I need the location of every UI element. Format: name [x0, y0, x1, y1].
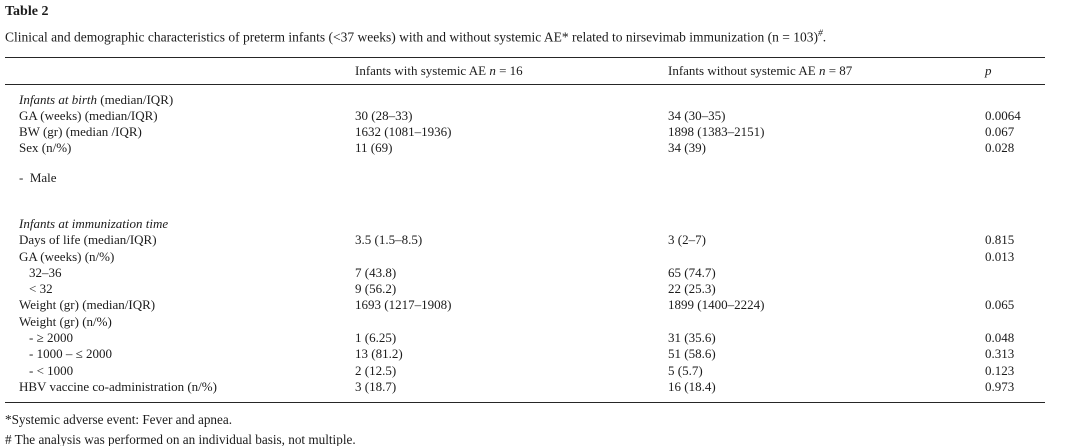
- value-with-ae: 1632 (1081–1936): [355, 124, 452, 140]
- section-row: Infants at immunization time: [5, 216, 1045, 232]
- value-with-ae: 13 (81.2): [355, 346, 403, 362]
- value-with-ae: [355, 314, 668, 330]
- value-without-ae: 34 (30–35): [668, 107, 726, 123]
- table-row: Sex (n/%) 11 (69) 34 (39) 0.028: [5, 140, 1045, 156]
- row-label: GA (weeks) (n/%): [19, 248, 115, 264]
- table-row: - ≥ 2000 1 (6.25) 31 (35.6) 0.048: [5, 330, 1045, 346]
- row-label: BW (gr) (median /IQR): [19, 124, 142, 140]
- table-caption: Clinical and demographic characteristics…: [5, 24, 1070, 47]
- spacer-row: [5, 157, 1045, 170]
- footnote-systemic-ae: *Systemic adverse event: Fever and apnea…: [5, 412, 233, 428]
- row-label: GA (weeks) (median/IQR): [19, 107, 158, 123]
- p-value: [985, 314, 1045, 330]
- value-without-ae: 22 (25.3): [668, 281, 716, 297]
- section-row: Infants at birth (median/IQR): [5, 84, 1045, 108]
- table-row: 32–36 7 (43.8) 65 (74.7): [5, 265, 1045, 281]
- value-without-ae: 34 (39): [668, 140, 706, 156]
- col-header-p: p: [985, 62, 992, 78]
- table-row: < 32 9 (56.2) 22 (25.3): [5, 281, 1045, 297]
- value-without-ae: 5 (5.7): [668, 362, 703, 378]
- table-row: GA (weeks) (median/IQR) 30 (28–33) 34 (30–…: [5, 108, 1045, 124]
- value-without-ae: 51 (58.6): [668, 346, 716, 362]
- table-row: Days of life (median/IQR) 3.5 (1.5–8.5) 3 …: [5, 232, 1045, 248]
- row-label: Weight (gr) (n/%): [19, 313, 112, 329]
- row-label: Weight (gr) (median/IQR): [19, 297, 156, 313]
- table-row: - Male: [5, 170, 1045, 186]
- value-without-ae: 31 (35.6): [668, 330, 716, 346]
- value-with-ae: 1 (6.25): [355, 330, 397, 346]
- value-with-ae: 11 (69): [355, 140, 393, 156]
- value-with-ae: 2 (12.5): [355, 362, 397, 378]
- p-value: [985, 265, 1045, 281]
- p-value: [985, 170, 1045, 186]
- col-header-empty: [5, 57, 355, 84]
- table-label: Table 2: [5, 4, 49, 19]
- row-spacer: [5, 157, 1045, 170]
- caption-text: Clinical and demographic characteristics…: [5, 29, 819, 45]
- p-value: 0.028: [985, 140, 1015, 156]
- value-with-ae: 3.5 (1.5–8.5): [355, 232, 423, 248]
- row-spacer: [5, 186, 1045, 216]
- value-without-ae: 16 (18.4): [668, 378, 716, 394]
- table-row: HBV vaccine co-administration (n/%) 3 (18…: [5, 379, 1045, 403]
- p-value: [985, 281, 1045, 297]
- value-without-ae: 1898 (1383–2151): [668, 124, 765, 140]
- value-without-ae: 1899 (1400–2224): [668, 297, 765, 313]
- table-row: Weight (gr) (median/IQR) 1693 (1217–1908)…: [5, 297, 1045, 313]
- value-without-ae: [668, 249, 985, 265]
- value-with-ae: 30 (28–33): [355, 107, 413, 123]
- value-without-ae: [668, 314, 985, 330]
- p-value: 0.973: [985, 378, 1015, 394]
- section-title-roman: (median/IQR): [97, 91, 174, 107]
- row-label: Days of life (median/IQR): [19, 232, 157, 248]
- row-label: - Male: [19, 169, 57, 185]
- row-label: - 1000 – ≤ 2000: [29, 346, 112, 362]
- section-header: Infants at birth (median/IQR): [5, 84, 1045, 108]
- spacer-row: [5, 186, 1045, 216]
- row-label: - < 1000: [29, 362, 74, 378]
- section-title-italic: Infants at birth: [19, 91, 98, 107]
- p-value: 0.065: [985, 297, 1015, 313]
- table-row: - 1000 – ≤ 2000 13 (81.2) 51 (58.6) 0.313: [5, 346, 1045, 362]
- p-value: 0.0064: [985, 107, 1021, 123]
- footnotes: *Systemic adverse event: Fever and apnea…: [5, 410, 1070, 446]
- table-header-row: Infants with systemic AE n = 16 Infants …: [5, 57, 1045, 84]
- p-value: 0.123: [985, 362, 1015, 378]
- p-value: 0.815: [985, 232, 1015, 248]
- footnote-analysis-basis: # The analysis was performed on an indiv…: [5, 432, 356, 446]
- table-row: GA (weeks) (n/%) 0.013: [5, 249, 1045, 265]
- col-header-without-ae: Infants without systemic AE n = 87: [668, 62, 853, 78]
- p-value: 0.067: [985, 124, 1015, 140]
- value-without-ae: [668, 170, 985, 186]
- table-row: Weight (gr) (n/%): [5, 314, 1045, 330]
- table-body: Infants at birth (median/IQR) GA (weeks) …: [5, 84, 1045, 403]
- caption-superscript: #: [818, 29, 823, 39]
- table-row: - < 1000 2 (12.5) 5 (5.7) 0.123: [5, 363, 1045, 379]
- characteristics-table: Infants with systemic AE n = 16 Infants …: [5, 57, 1045, 404]
- row-label: - ≥ 2000: [29, 330, 73, 346]
- value-without-ae: 65 (74.7): [668, 264, 716, 280]
- row-label: HBV vaccine co-administration (n/%): [19, 378, 217, 394]
- value-with-ae: 3 (18.7): [355, 378, 397, 394]
- value-with-ae: [355, 249, 668, 265]
- row-label: Sex (n/%): [19, 140, 72, 156]
- row-label: 32–36: [29, 264, 62, 280]
- col-header-with-ae: Infants with systemic AE n = 16: [355, 62, 523, 78]
- value-with-ae: 9 (56.2): [355, 281, 397, 297]
- value-with-ae: 7 (43.8): [355, 264, 397, 280]
- section-title-italic: Infants at immunization time: [19, 215, 169, 231]
- caption-period: .: [822, 29, 827, 45]
- p-value: 0.313: [985, 346, 1015, 362]
- value-with-ae: 1693 (1217–1908): [355, 297, 452, 313]
- p-value: 0.013: [985, 248, 1015, 264]
- value-with-ae: [355, 170, 668, 186]
- p-value: 0.048: [985, 330, 1015, 346]
- row-label: < 32: [29, 281, 53, 297]
- section-header: Infants at immunization time: [5, 216, 1045, 232]
- table-row: BW (gr) (median /IQR) 1632 (1081–1936) 189…: [5, 124, 1045, 140]
- value-without-ae: 3 (2–7): [668, 232, 706, 248]
